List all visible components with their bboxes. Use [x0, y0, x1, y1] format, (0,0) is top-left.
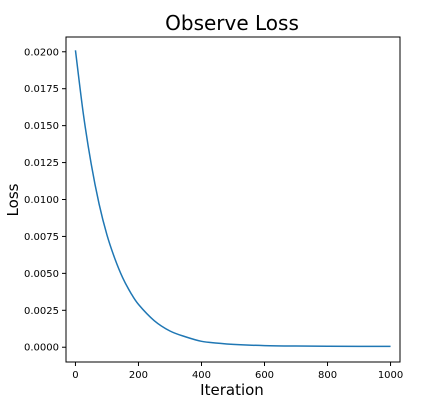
y-tick-label: 0.0100 [24, 195, 59, 206]
x-axis: 0 200 400 600 800 1000 [72, 362, 403, 381]
chart-title: Observe Loss [165, 11, 299, 35]
y-tick-label: 0.0200 [24, 47, 59, 58]
loss-line [74, 50, 391, 348]
x-axis-label: Iteration [200, 381, 264, 399]
x-tick-label: 0 [72, 370, 78, 381]
x-tick-label: 800 [318, 370, 337, 381]
y-tick-label: 0.0125 [24, 158, 59, 169]
y-tick-label: 0.0075 [24, 232, 59, 243]
x-tick-label: 600 [255, 370, 274, 381]
x-tick-label: 1000 [378, 370, 403, 381]
y-tick-label: 0.0025 [24, 306, 59, 317]
y-axis: 0.0000 0.0025 0.0050 0.0075 0.0100 0.0125 0.01… [24, 47, 66, 354]
x-tick-label: 400 [192, 370, 211, 381]
y-tick-label: 0.0050 [24, 269, 59, 280]
x-tick-label: 200 [129, 370, 148, 381]
y-tick-label: 0.0150 [24, 121, 59, 132]
y-axis-label: Loss [4, 183, 22, 216]
y-tick-label: 0.0000 [24, 343, 59, 354]
plot-area [65, 36, 401, 363]
y-tick-label: 0.0175 [24, 84, 59, 95]
